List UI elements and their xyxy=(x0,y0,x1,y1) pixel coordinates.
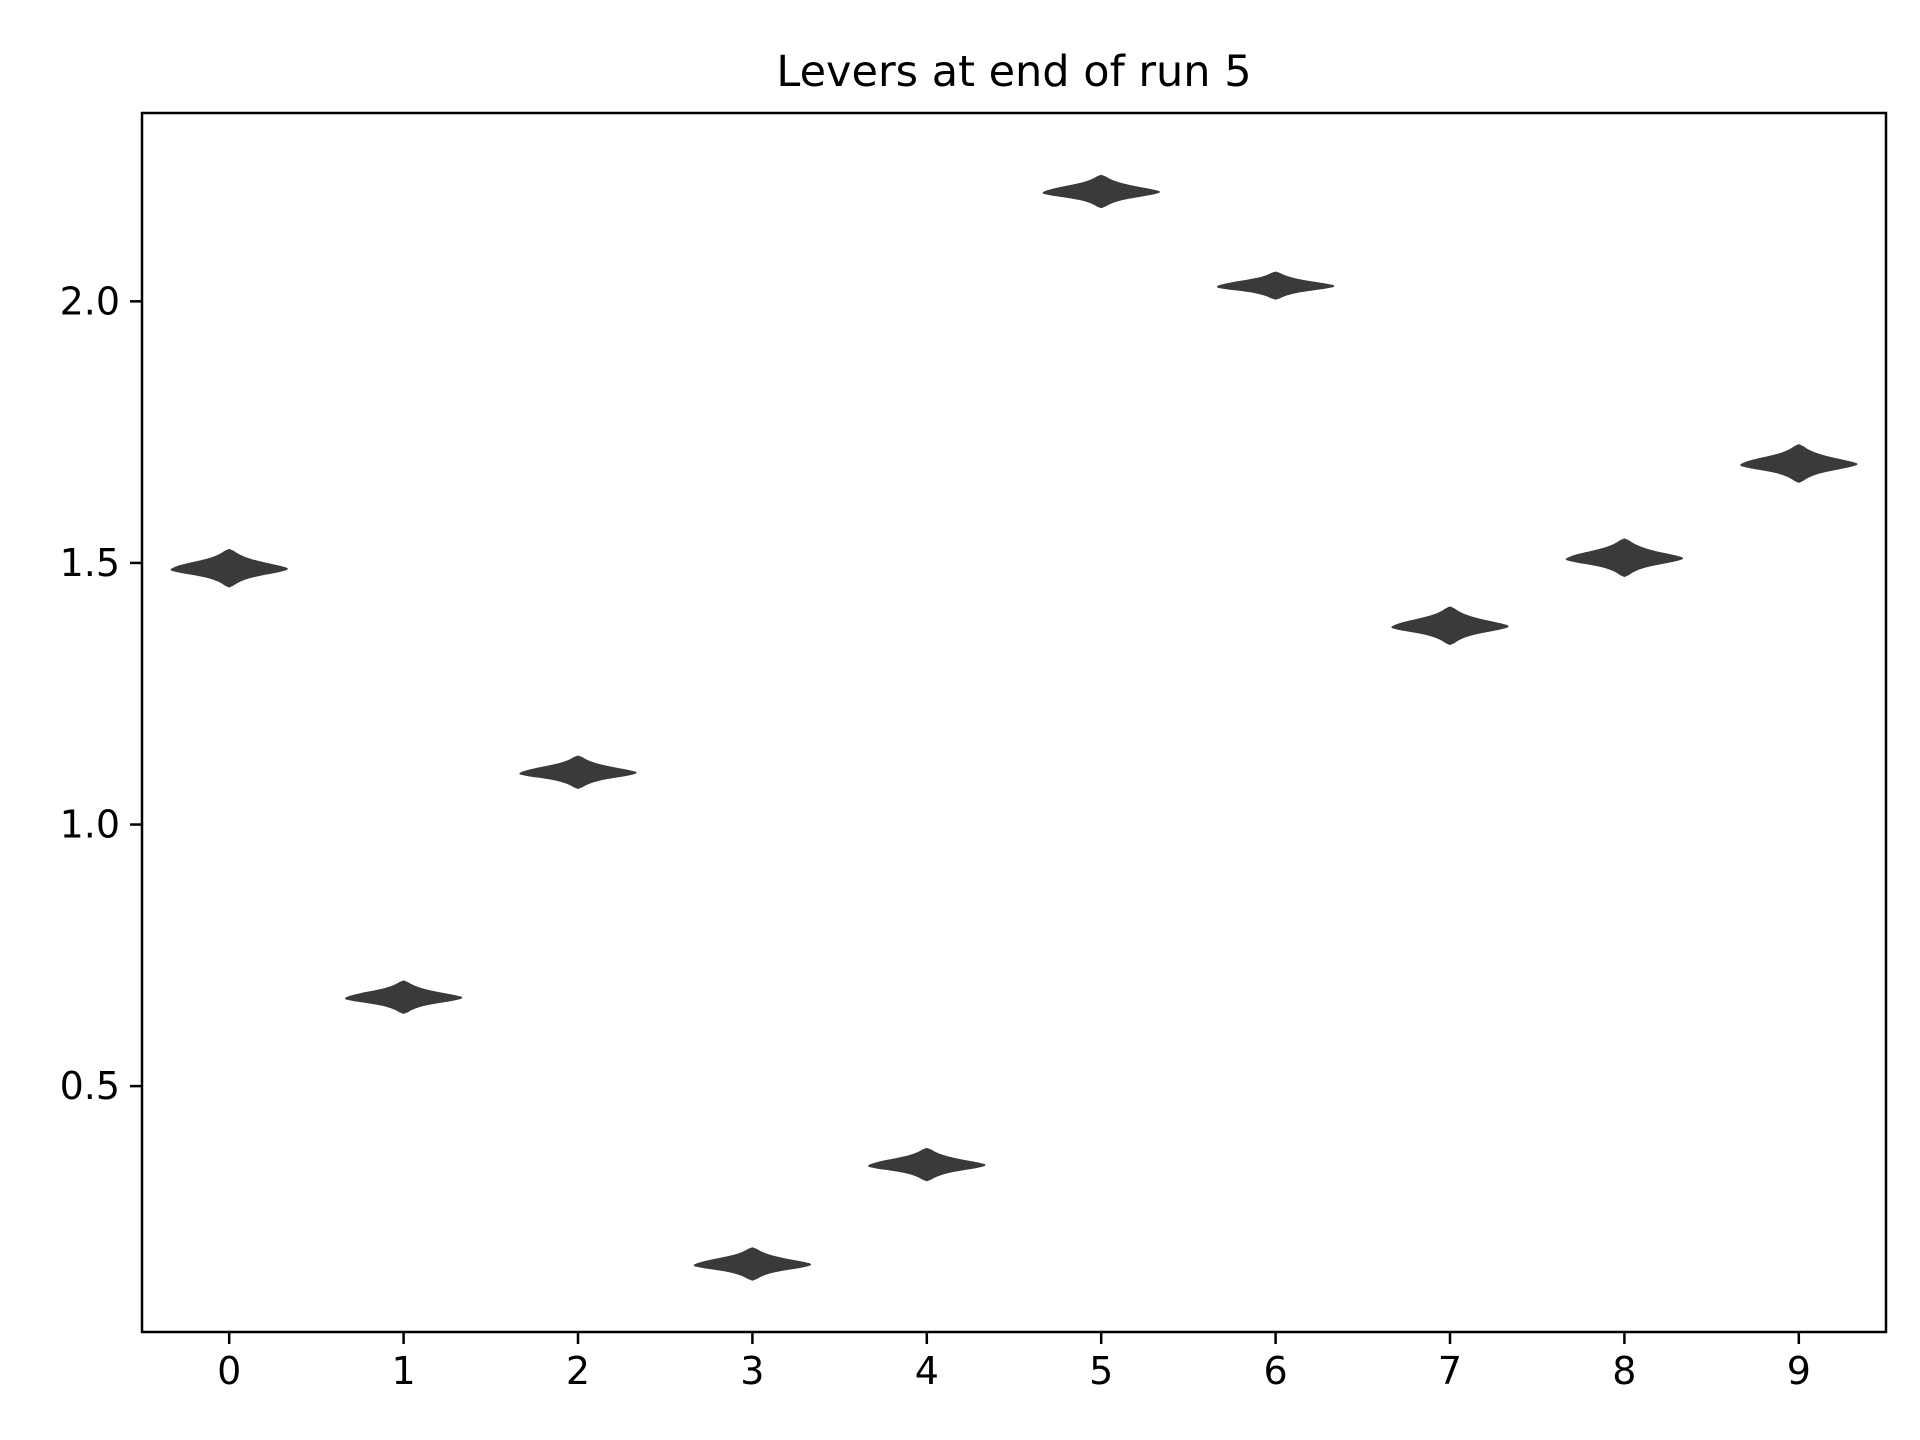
x-tick-label-7: 7 xyxy=(1438,1349,1462,1393)
y-tick-label-1.5: 1.5 xyxy=(60,541,120,585)
y-tick-label-2.0: 2.0 xyxy=(60,279,120,323)
violin-5 xyxy=(1042,174,1160,209)
y-ticks-group: 0.5 1.0 1.5 2.0 xyxy=(60,279,142,1108)
violin-4 xyxy=(868,1147,986,1182)
violin-3 xyxy=(693,1247,811,1281)
x-ticks-group: 0 1 2 3 4 5 6 7 8 9 xyxy=(217,1332,1811,1393)
violin-1 xyxy=(345,980,463,1014)
x-tick-label-0: 0 xyxy=(217,1349,241,1393)
x-tick-label-4: 4 xyxy=(915,1349,939,1393)
violins-group xyxy=(170,174,1858,1281)
violin-2 xyxy=(519,755,637,789)
x-tick-label-5: 5 xyxy=(1089,1349,1113,1393)
plot-frame xyxy=(140,111,1888,1334)
y-tick-label-1.0: 1.0 xyxy=(60,803,120,847)
x-tick-label-8: 8 xyxy=(1612,1349,1636,1393)
x-tick-label-9: 9 xyxy=(1787,1349,1811,1393)
violin-7 xyxy=(1391,606,1509,646)
chart-title: Levers at end of run 5 xyxy=(776,47,1251,97)
violin-8 xyxy=(1565,538,1683,578)
x-tick-label-1: 1 xyxy=(392,1349,416,1393)
y-tick-label-0.5: 0.5 xyxy=(60,1064,120,1108)
x-tick-label-2: 2 xyxy=(566,1349,590,1393)
x-tick-label-6: 6 xyxy=(1264,1349,1288,1393)
violin-6 xyxy=(1217,271,1335,300)
x-tick-label-3: 3 xyxy=(740,1349,764,1393)
violin-0 xyxy=(170,548,288,588)
violin-9 xyxy=(1740,444,1858,483)
